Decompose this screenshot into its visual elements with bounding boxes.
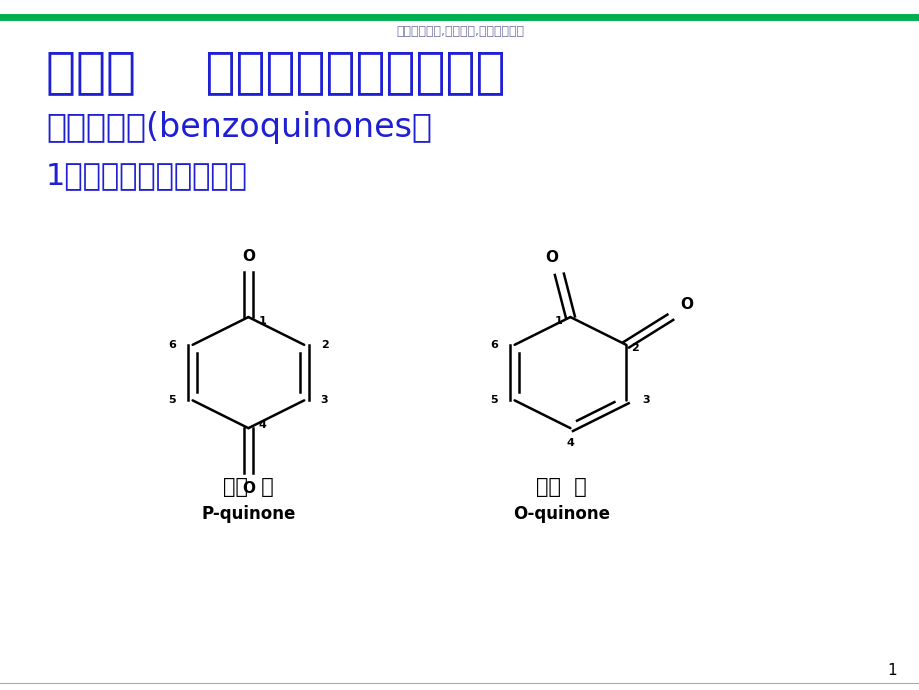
Text: 5: 5 xyxy=(490,395,497,405)
Text: 4: 4 xyxy=(258,420,266,430)
Text: 资料仅供参考,不当之处,请联系改正。: 资料仅供参考,不当之处,请联系改正。 xyxy=(395,25,524,37)
Text: 3: 3 xyxy=(642,395,650,405)
Text: 1、分为邻苯醌和对苯醌: 1、分为邻苯醌和对苯醌 xyxy=(46,161,247,190)
Text: O: O xyxy=(242,249,255,264)
Text: P-quinone: P-quinone xyxy=(201,505,295,524)
Text: 4: 4 xyxy=(566,438,573,448)
Text: O: O xyxy=(545,250,558,265)
Text: 6: 6 xyxy=(168,340,176,350)
Text: 1: 1 xyxy=(258,315,266,326)
Text: 2: 2 xyxy=(630,344,638,353)
Text: 2: 2 xyxy=(321,340,328,350)
Text: 5: 5 xyxy=(168,395,176,405)
Text: O: O xyxy=(680,297,693,312)
Text: 1: 1 xyxy=(554,315,562,326)
Text: 邻苯  醌: 邻苯 醌 xyxy=(535,477,586,497)
Text: 对苯  醌: 对苯 醌 xyxy=(222,477,274,497)
Text: 第一节    醌类化合物的结构类型: 第一节 醌类化合物的结构类型 xyxy=(46,48,505,97)
Text: O-quinone: O-quinone xyxy=(512,505,609,524)
Text: 1: 1 xyxy=(887,662,896,678)
Text: 一、苯醌类(benzoquinones）: 一、苯醌类(benzoquinones） xyxy=(46,111,432,144)
Text: 6: 6 xyxy=(490,340,497,350)
Text: O: O xyxy=(242,482,255,496)
Text: 3: 3 xyxy=(321,395,328,405)
